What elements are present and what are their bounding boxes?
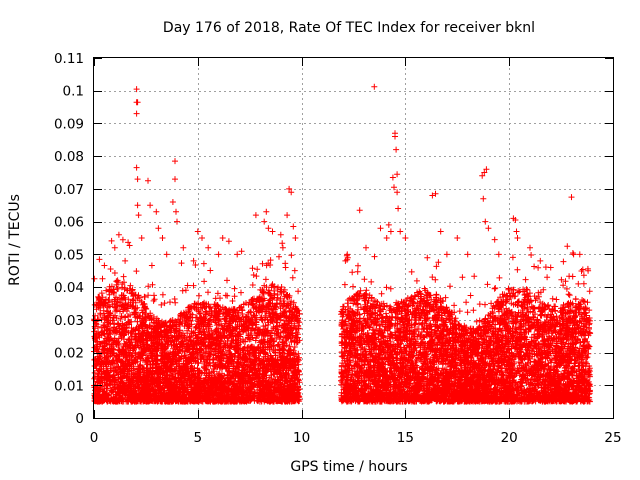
chart-title: Day 176 of 2018, Rate Of TEC Index for r… <box>163 20 535 36</box>
x-tick-label: 10 <box>293 430 310 446</box>
y-axis-title: ROTI / TECUs <box>7 194 23 286</box>
y-tick-label: 0.08 <box>54 149 84 165</box>
y-tick-label: 0 <box>75 411 84 427</box>
y-tick-label: 0.02 <box>54 346 84 362</box>
axis-ticks <box>94 58 614 419</box>
y-tick-label: 0.1 <box>63 84 84 100</box>
y-tick-label: 0.05 <box>54 247 84 263</box>
x-tick-labels: 0 5 10 15 20 25 <box>90 430 622 446</box>
y-tick-label: 0.03 <box>54 313 84 329</box>
y-tick-label: 0.01 <box>54 378 84 394</box>
plot-frame <box>93 57 614 419</box>
y-tick-label: 0.06 <box>54 215 84 231</box>
y-tick-label: 0.04 <box>54 280 84 296</box>
x-tick-label: 0 <box>90 430 99 446</box>
x-axis-title: GPS time / hours <box>290 459 407 475</box>
roti-marker-plus <box>91 83 594 405</box>
y-tick-label: 0.09 <box>54 116 84 132</box>
data-points <box>91 83 594 405</box>
y-tick-label: 0.11 <box>54 51 84 67</box>
y-tick-labels: 0 0.01 0.02 0.03 0.04 0.05 0.06 0.07 0.08 0.09 0.1… <box>54 51 84 427</box>
x-tick-label: 25 <box>604 430 621 446</box>
x-tick-label: 5 <box>194 430 203 446</box>
x-tick-label: 15 <box>397 430 414 446</box>
x-tick-label: 20 <box>501 430 518 446</box>
y-tick-label: 0.07 <box>54 182 84 198</box>
